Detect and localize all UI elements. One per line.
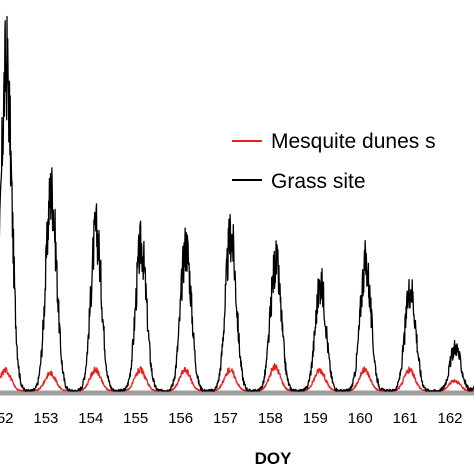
x-tick-label: 154 xyxy=(78,410,103,427)
legend: Mesquite dunes s Grass site xyxy=(232,130,436,193)
legend-label-mesquite-dunes: Mesquite dunes s xyxy=(271,130,436,153)
x-axis-title: DOY xyxy=(255,449,293,468)
x-tick-label: 157 xyxy=(213,410,238,427)
x-tick-label: 161 xyxy=(393,410,418,427)
x-tick-label: 155 xyxy=(123,410,148,427)
legend-label-grass-site: Grass site xyxy=(271,170,366,193)
x-tick-label: 152 xyxy=(0,410,14,427)
x-tick-label: 153 xyxy=(33,410,58,427)
x-tick-label: 156 xyxy=(168,410,193,427)
x-axis-tick-labels: 152 153 154 155 156 157 158 159 160 161 162 xyxy=(0,410,463,427)
x-tick-label: 159 xyxy=(303,410,328,427)
x-tick-label: 158 xyxy=(258,410,283,427)
x-tick-label: 162 xyxy=(437,410,462,427)
plot-area xyxy=(0,15,474,396)
x-tick-label: 160 xyxy=(348,410,373,427)
series-line-grass-site xyxy=(0,15,474,392)
series-line-mesquite-dunes xyxy=(0,362,474,392)
